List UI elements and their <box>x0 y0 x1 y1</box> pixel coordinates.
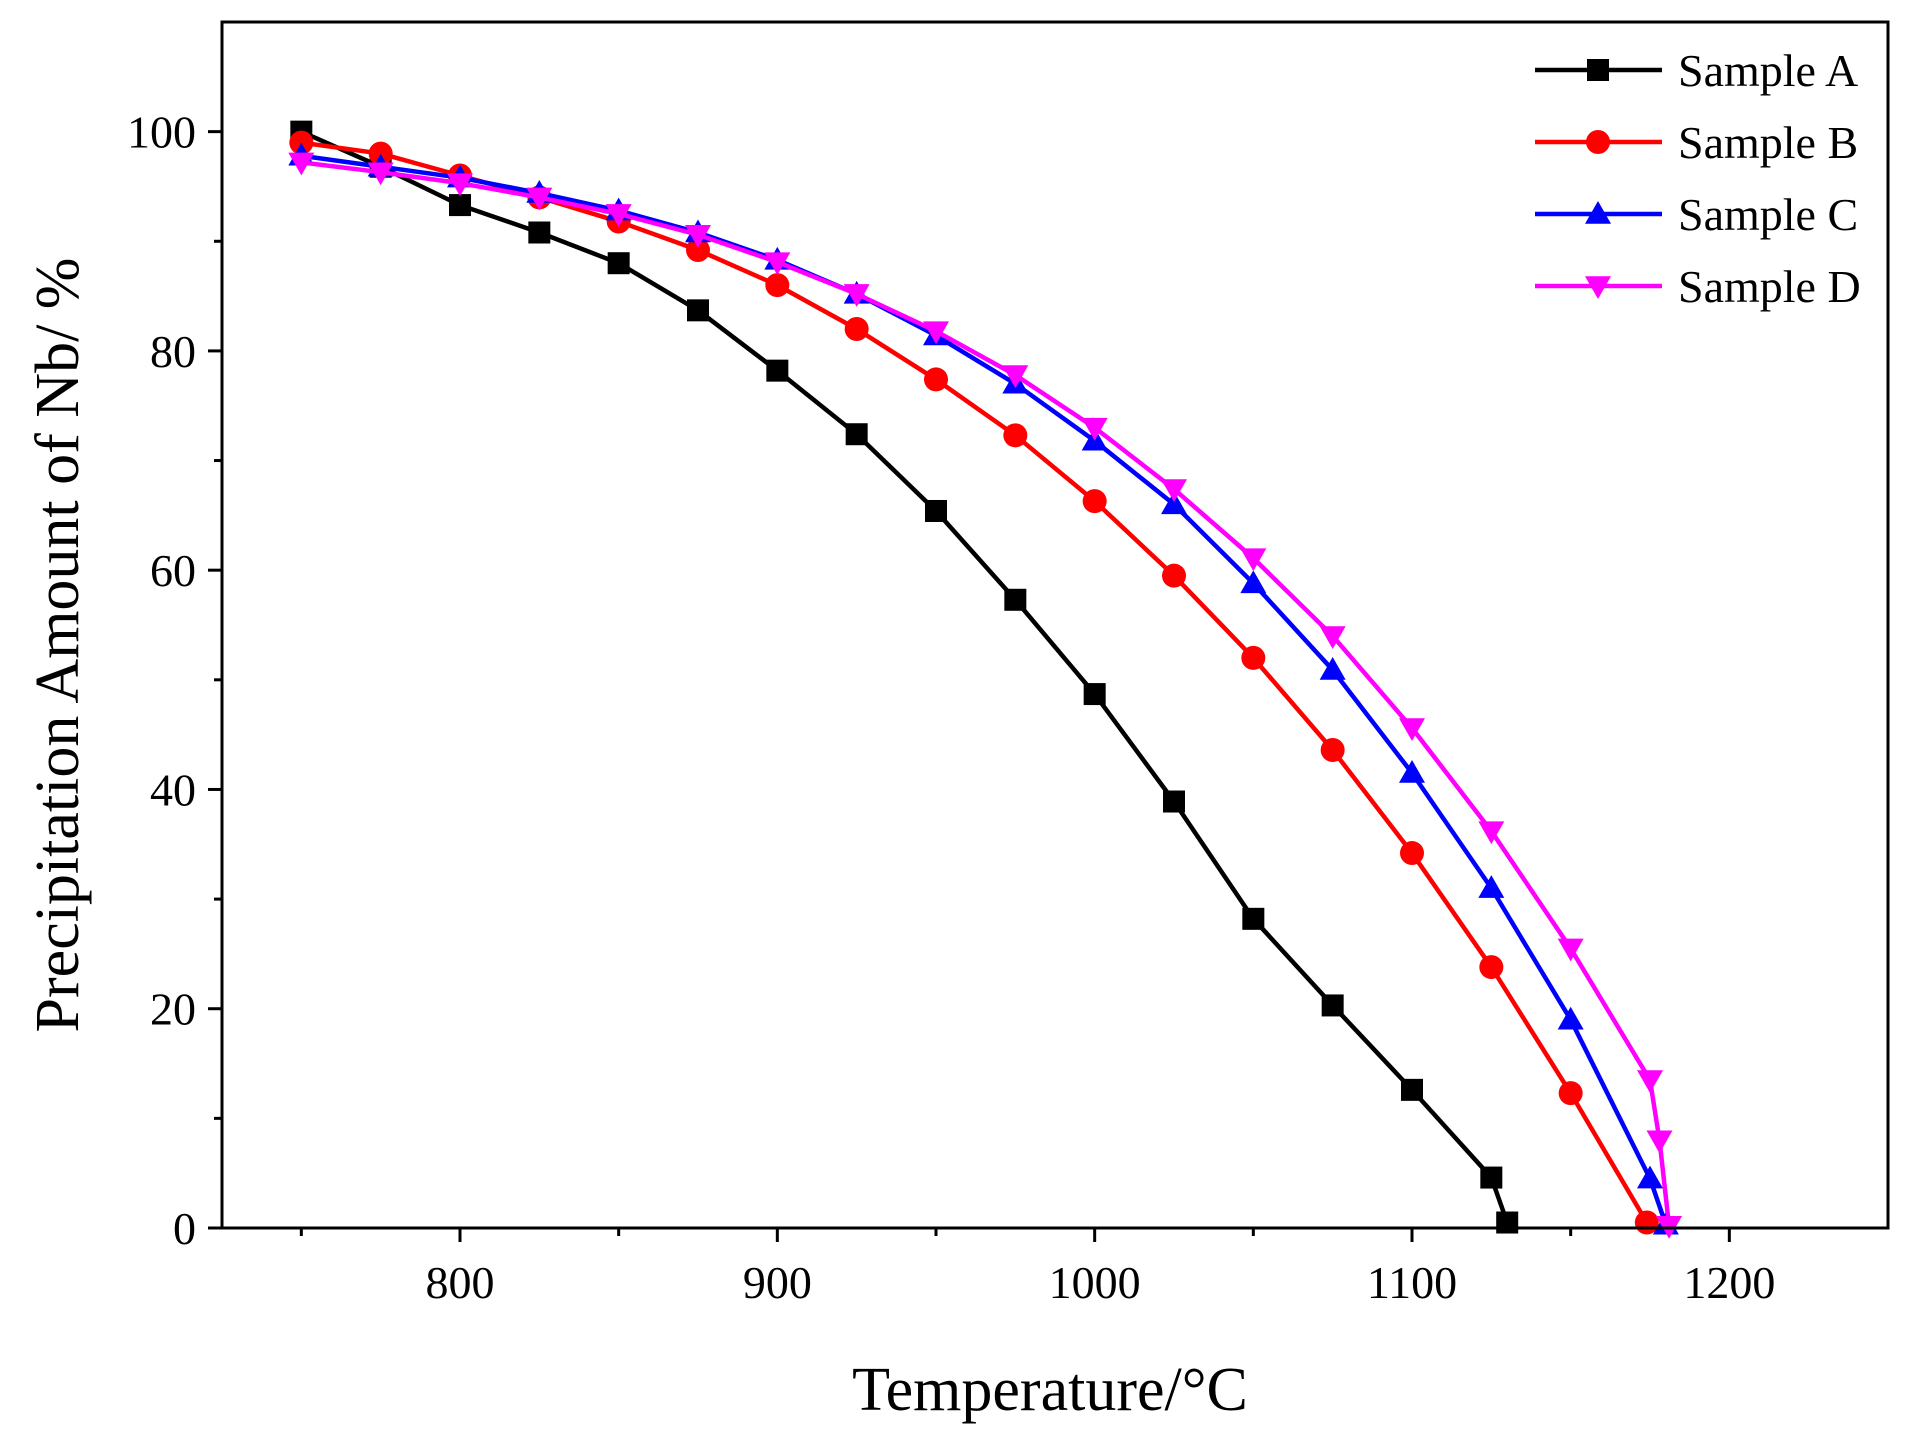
series-layer <box>288 120 1683 1239</box>
data-point-sample-a <box>449 194 471 217</box>
data-point-sample-d <box>923 321 949 345</box>
legend-label: Sample C <box>1678 189 1858 240</box>
data-point-sample-a <box>1004 588 1027 611</box>
data-point-sample-b <box>1479 955 1504 980</box>
data-point-sample-d <box>526 187 553 211</box>
data-point-sample-d <box>447 173 473 197</box>
data-point-sample-b <box>1400 841 1424 866</box>
ticks-layer: 800 900 1000 1100 1200 0 20 40 60 80 100 <box>127 107 1775 1308</box>
data-point-sample-a <box>1480 1166 1503 1189</box>
plot-frame <box>220 20 1890 1230</box>
data-point-sample-d <box>1557 938 1584 962</box>
x-tick-label: 800 <box>426 1257 495 1308</box>
data-point-sample-c <box>1557 1006 1584 1030</box>
x-tick-label: 1000 <box>1049 1257 1141 1308</box>
data-point-sample-d <box>1002 365 1029 389</box>
legend-label: Sample B <box>1678 117 1858 168</box>
data-point-sample-b <box>1082 489 1107 514</box>
y-tick-label: 100 <box>127 107 196 158</box>
y-tick-label: 40 <box>150 764 196 815</box>
legend-swatch-marker <box>1586 130 1610 154</box>
data-point-sample-c <box>1240 570 1267 594</box>
data-point-sample-d <box>1637 1070 1663 1093</box>
series-line-sample-d <box>301 160 1672 1227</box>
y-tick-label: 0 <box>173 1203 196 1254</box>
legend-label: Sample A <box>1678 45 1858 96</box>
data-point-sample-a <box>1163 790 1185 813</box>
data-point-sample-c <box>1319 656 1346 680</box>
data-point-sample-b <box>924 367 948 392</box>
data-point-sample-a <box>925 499 947 522</box>
data-point-sample-d <box>685 224 711 248</box>
data-point-sample-a <box>845 423 868 446</box>
data-point-sample-b <box>1003 423 1028 448</box>
data-point-sample-b <box>1558 1081 1583 1106</box>
data-point-sample-b <box>1320 737 1345 762</box>
y-axis-title: Precipitation Amount of Nb/ % <box>24 258 92 1033</box>
data-point-sample-d <box>1399 718 1425 742</box>
y-tick-label: 20 <box>150 984 196 1035</box>
data-point-sample-d <box>1240 548 1267 572</box>
data-point-sample-c <box>1478 875 1505 898</box>
legend-item-sample-a: Sample A <box>1535 45 1858 96</box>
data-point-sample-a <box>1083 683 1106 706</box>
axes-layer <box>220 20 1890 1230</box>
legend-item-sample-d: Sample D <box>1535 261 1861 312</box>
legend-swatch-marker <box>1585 276 1611 299</box>
data-point-sample-d <box>1081 417 1108 441</box>
data-point-sample-a <box>687 299 709 322</box>
legend: Sample A Sample B Sample C Sample D <box>1535 45 1861 312</box>
data-point-sample-d <box>367 162 394 186</box>
legend-item-sample-c: Sample C <box>1535 189 1858 240</box>
y-tick-label: 80 <box>150 326 196 377</box>
data-point-sample-a <box>607 252 630 275</box>
y-tick-label: 60 <box>150 545 196 596</box>
legend-swatch-marker <box>1587 59 1609 81</box>
data-point-sample-d <box>605 204 632 227</box>
data-point-sample-b <box>289 130 314 155</box>
x-axis-title: Temperature/°C <box>852 1356 1248 1424</box>
data-point-sample-b <box>368 141 393 166</box>
data-point-sample-d <box>764 252 791 276</box>
data-point-sample-d <box>1161 479 1187 503</box>
data-point-sample-d <box>1646 1130 1673 1154</box>
legend-item-sample-b: Sample B <box>1535 117 1858 168</box>
series-sample-d <box>288 152 1683 1239</box>
data-point-sample-a <box>1242 907 1265 930</box>
data-point-sample-a <box>1496 1211 1519 1234</box>
data-point-sample-d <box>288 152 315 176</box>
x-tick-label: 1100 <box>1367 1257 1457 1308</box>
legend-label: Sample D <box>1678 261 1861 312</box>
data-point-sample-b <box>1241 645 1266 670</box>
data-point-sample-a <box>1401 1078 1423 1101</box>
data-point-sample-d <box>1319 626 1346 649</box>
data-point-sample-c <box>1161 491 1187 515</box>
data-point-sample-b <box>844 316 869 341</box>
x-tick-label: 1200 <box>1683 1257 1775 1308</box>
data-point-sample-b <box>1162 563 1186 588</box>
x-tick-label: 900 <box>743 1257 812 1308</box>
data-point-sample-d <box>843 284 870 307</box>
data-point-sample-b <box>686 238 710 263</box>
data-point-sample-d <box>1478 821 1505 845</box>
data-point-sample-a <box>1321 994 1344 1017</box>
data-point-sample-c <box>1399 760 1425 783</box>
data-point-sample-b <box>765 273 790 298</box>
data-point-sample-c <box>1637 1165 1663 1189</box>
legend-swatch-marker <box>1585 201 1611 224</box>
data-point-sample-a <box>766 359 789 382</box>
data-point-sample-a <box>528 221 551 244</box>
